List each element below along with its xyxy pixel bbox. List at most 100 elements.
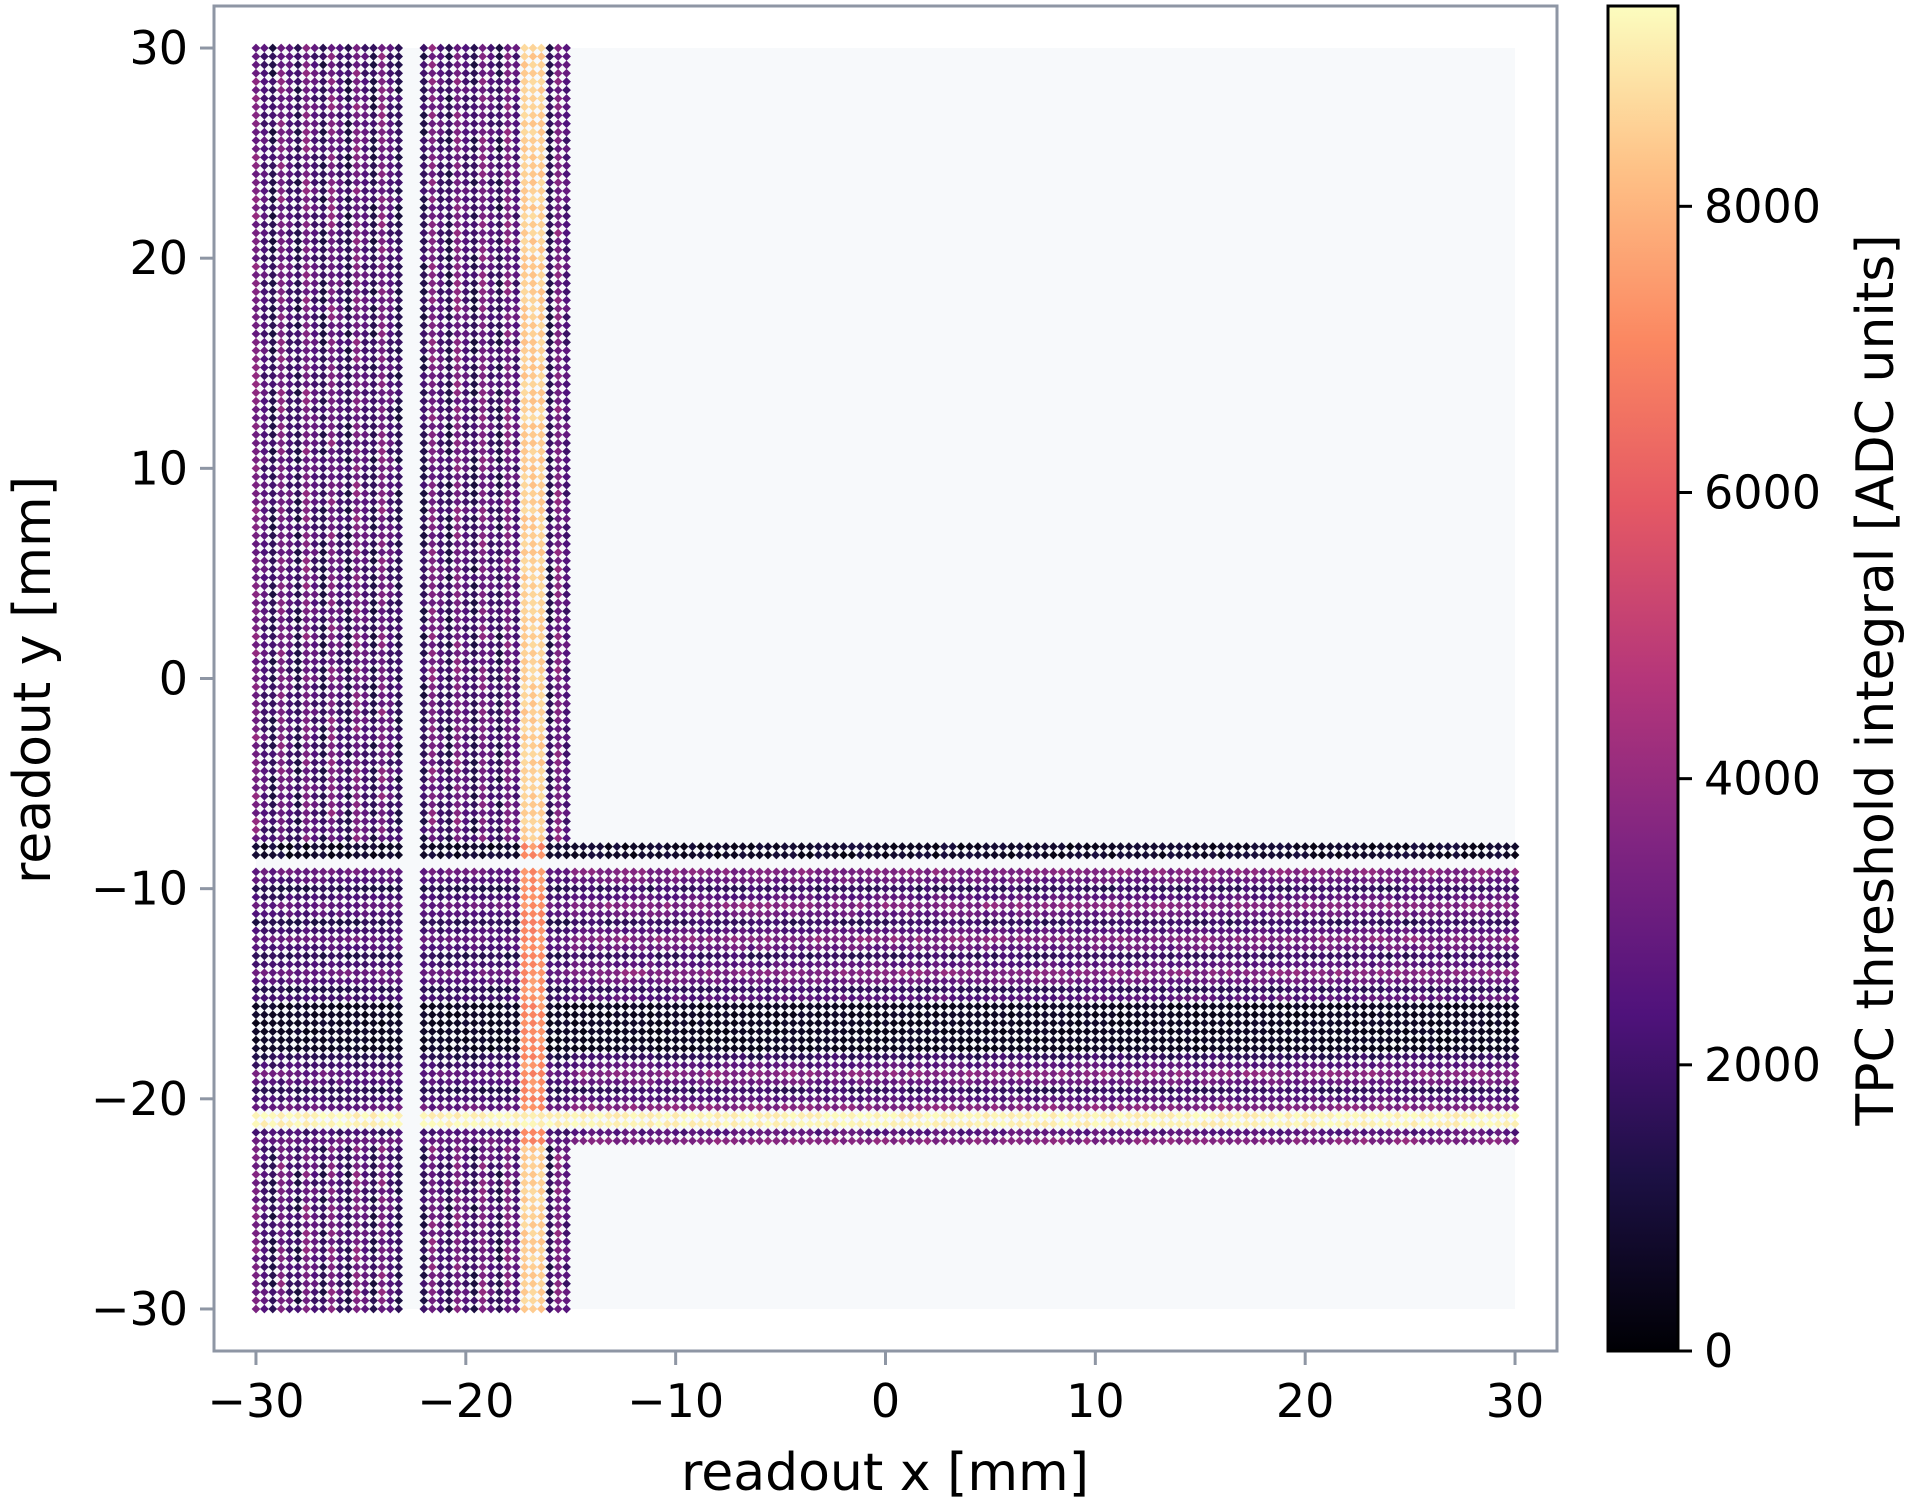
pixel: [352, 1203, 362, 1213]
pixel: [310, 817, 320, 826]
pixel: [335, 1270, 345, 1280]
pixel: [419, 94, 429, 103]
pixel: [352, 337, 362, 347]
pixel: [360, 791, 370, 801]
pixel: [352, 783, 362, 793]
pixel: [259, 321, 269, 330]
pixel: [427, 1304, 437, 1314]
pixel: [259, 178, 269, 187]
pixel: [469, 52, 479, 61]
pixel: [301, 749, 311, 759]
pixel: [385, 808, 395, 818]
pixel: [360, 211, 370, 221]
pixel: [335, 237, 345, 246]
pixel: [419, 791, 429, 801]
pixel: [419, 699, 429, 709]
pixel: [318, 682, 328, 692]
pixel: [444, 1296, 454, 1305]
pixel: [293, 632, 303, 641]
pixel: [251, 548, 261, 557]
pixel: [444, 127, 454, 137]
pixel: [377, 237, 387, 246]
pixel: [419, 354, 429, 364]
pixel: [285, 1262, 294, 1272]
pixel: [419, 1178, 429, 1188]
pixel: [461, 152, 471, 162]
pixel: [444, 94, 454, 103]
pixel: [318, 144, 328, 154]
pixel: [285, 379, 294, 389]
pixel: [310, 127, 320, 137]
pixel: [377, 295, 387, 305]
pixel: [478, 1144, 487, 1154]
pixel: [293, 211, 303, 221]
pixel: [327, 161, 336, 171]
pixel: [444, 707, 454, 717]
pixel: [310, 169, 320, 179]
pixel: [276, 1228, 286, 1238]
pixel: [394, 178, 404, 187]
pixel: [385, 531, 395, 540]
pixel: [469, 556, 479, 566]
pixel: [453, 682, 462, 692]
pixel: [444, 783, 454, 793]
pixel: [377, 1220, 387, 1230]
pixel: [360, 77, 370, 87]
pixel: [301, 312, 311, 322]
pixel: [419, 1170, 429, 1179]
pixel: [301, 758, 311, 767]
pixel: [285, 674, 294, 683]
pixel: [251, 749, 261, 759]
pixel: [377, 371, 387, 381]
pixel: [301, 396, 311, 406]
pixel: [478, 480, 487, 490]
pixel: [436, 295, 445, 305]
pixel: [478, 1170, 487, 1179]
pixel: [352, 573, 362, 582]
pixel: [268, 808, 278, 818]
pixel: [369, 581, 378, 591]
pixel: [394, 1262, 404, 1272]
pixel: [343, 791, 353, 801]
pixel: [453, 531, 462, 540]
pixel: [318, 85, 328, 95]
pixel: [276, 85, 286, 95]
pixel: [343, 379, 353, 389]
pixel: [343, 455, 353, 465]
pixel: [343, 833, 353, 843]
pixel: [427, 640, 437, 650]
pixel: [268, 623, 278, 633]
pixel: [327, 413, 336, 423]
pixel: [293, 405, 303, 414]
pixel: [377, 690, 387, 700]
pixel: [276, 237, 286, 246]
pixel: [293, 833, 303, 843]
pixel: [453, 724, 462, 734]
pixel: [301, 405, 311, 414]
pixel: [394, 388, 404, 398]
pixel: [453, 279, 462, 288]
pixel: [352, 1178, 362, 1188]
pixel: [268, 152, 278, 162]
pixel: [385, 186, 395, 196]
pixel: [310, 615, 320, 625]
pixel: [469, 295, 479, 305]
pixel: [385, 1228, 395, 1238]
pixel: [436, 186, 445, 196]
pixel: [251, 321, 261, 330]
pixel: [343, 1203, 353, 1213]
pixel: [310, 1178, 320, 1188]
pixel: [335, 194, 345, 204]
pixel: [268, 539, 278, 549]
pixel: [327, 657, 336, 667]
pixel: [251, 1178, 261, 1188]
pixel: [352, 245, 362, 255]
pixel: [453, 245, 462, 255]
pixel: [335, 598, 345, 608]
pixel: [251, 615, 261, 625]
pixel: [453, 304, 462, 313]
pixel: [369, 1287, 378, 1297]
pixel: [427, 1245, 437, 1255]
pixel: [369, 690, 378, 700]
pixel: [478, 732, 487, 742]
